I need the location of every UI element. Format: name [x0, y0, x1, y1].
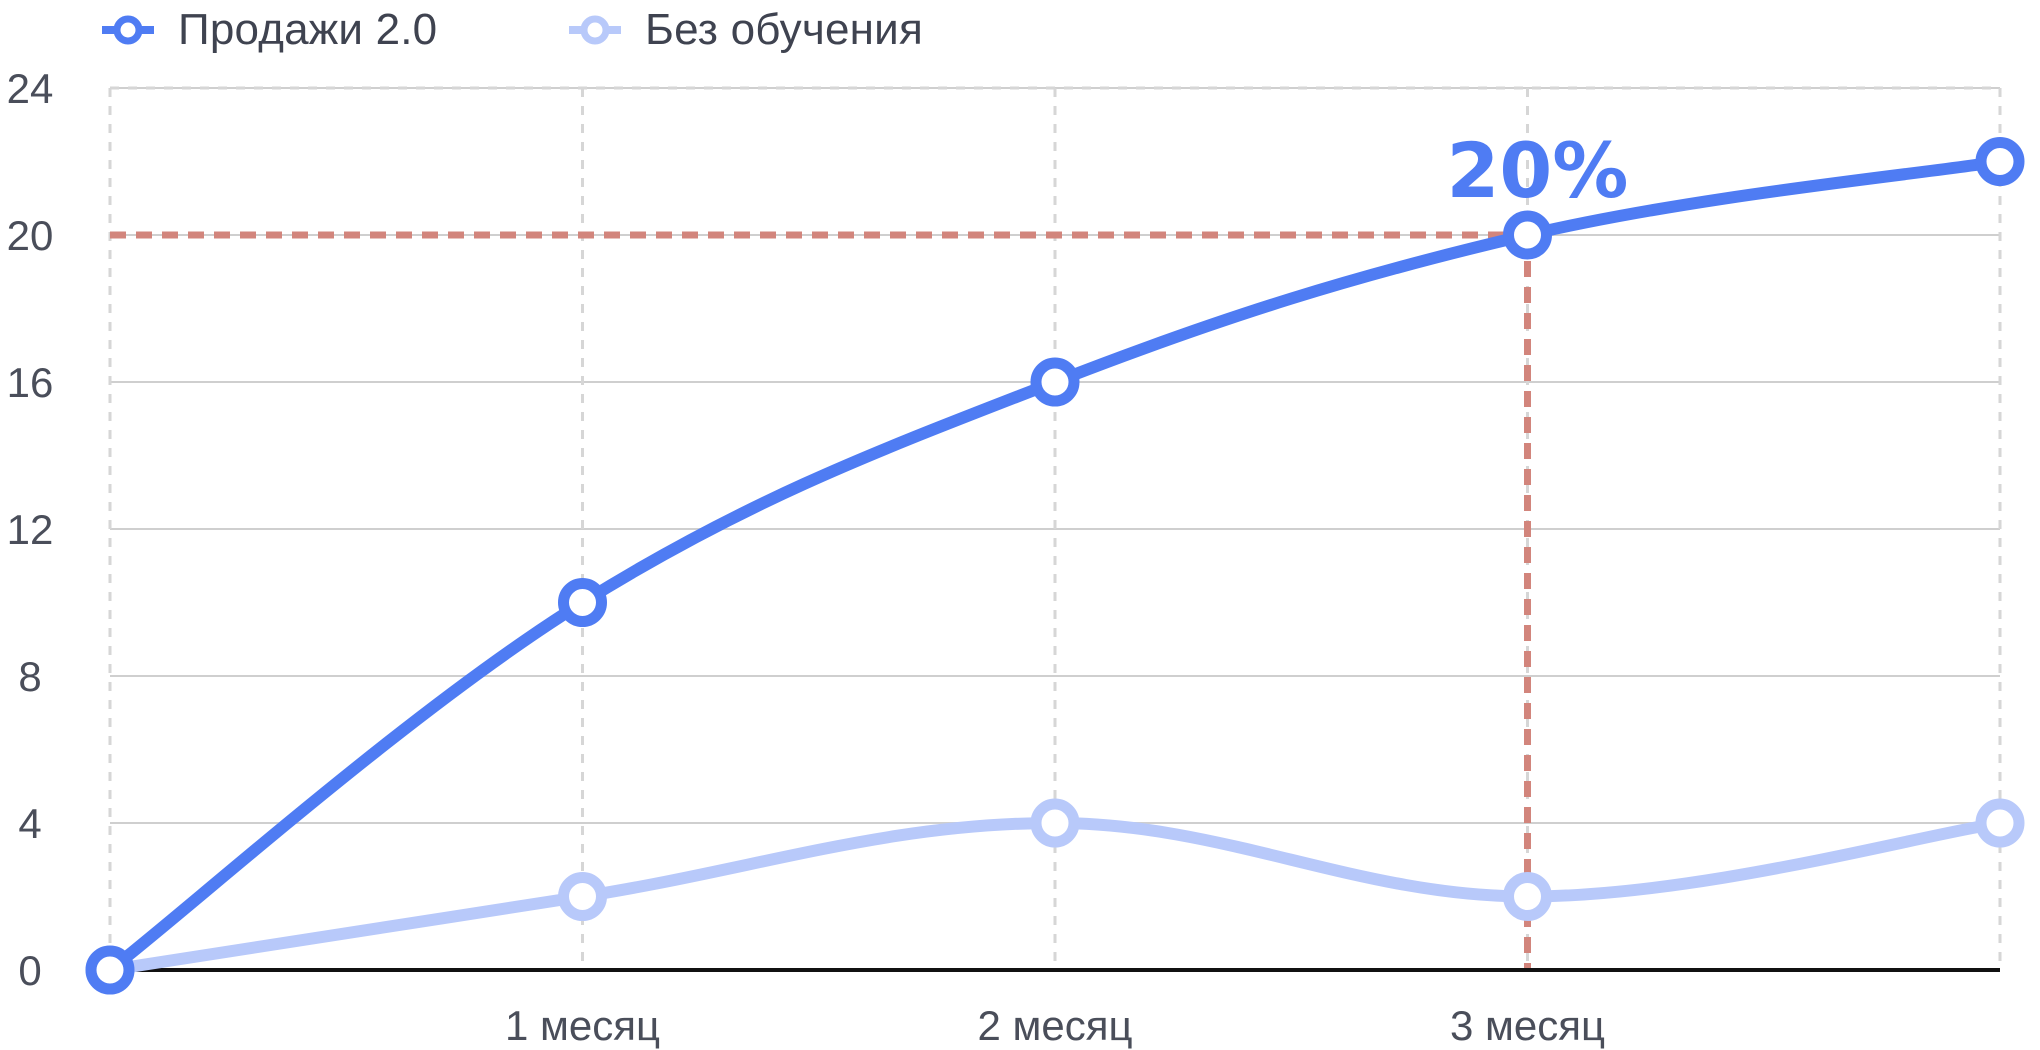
series-point-1 [558, 872, 607, 921]
y-tick-label: 24 [7, 65, 54, 112]
y-tick-label: 0 [18, 947, 41, 994]
x-tick-label: 3 месяц [1450, 1002, 1605, 1049]
legend-label-sales: Продажи 2.0 [178, 5, 438, 54]
legend-marker-sales-icon [102, 15, 154, 45]
series-point-0 [1503, 210, 1552, 260]
y-tick-label: 4 [18, 800, 41, 847]
legend-label-no-training: Без обучения [645, 5, 923, 54]
x-tick-label: 1 месяц [505, 1002, 660, 1049]
series-point-0 [1975, 137, 2025, 186]
series-point-0 [558, 578, 607, 627]
series-point-1 [1975, 798, 2025, 848]
annotation-label: 20% [1447, 126, 1629, 215]
y-tick-label: 16 [7, 359, 54, 406]
y-tick-label: 20 [7, 212, 54, 259]
x-tick-label: 2 месяц [977, 1002, 1132, 1049]
series-point-1 [1503, 872, 1552, 921]
series-point-0 [85, 945, 135, 995]
series-point-1 [1030, 798, 1080, 848]
legend-marker-no-training-icon [569, 15, 621, 45]
legend-item-no-training: Без обучения [567, 0, 923, 60]
y-tick-label: 12 [7, 506, 54, 553]
series-point-0 [1030, 357, 1080, 407]
y-tick-label: 8 [18, 653, 41, 700]
legend-item-sales: Продажи 2.0 [100, 0, 437, 60]
